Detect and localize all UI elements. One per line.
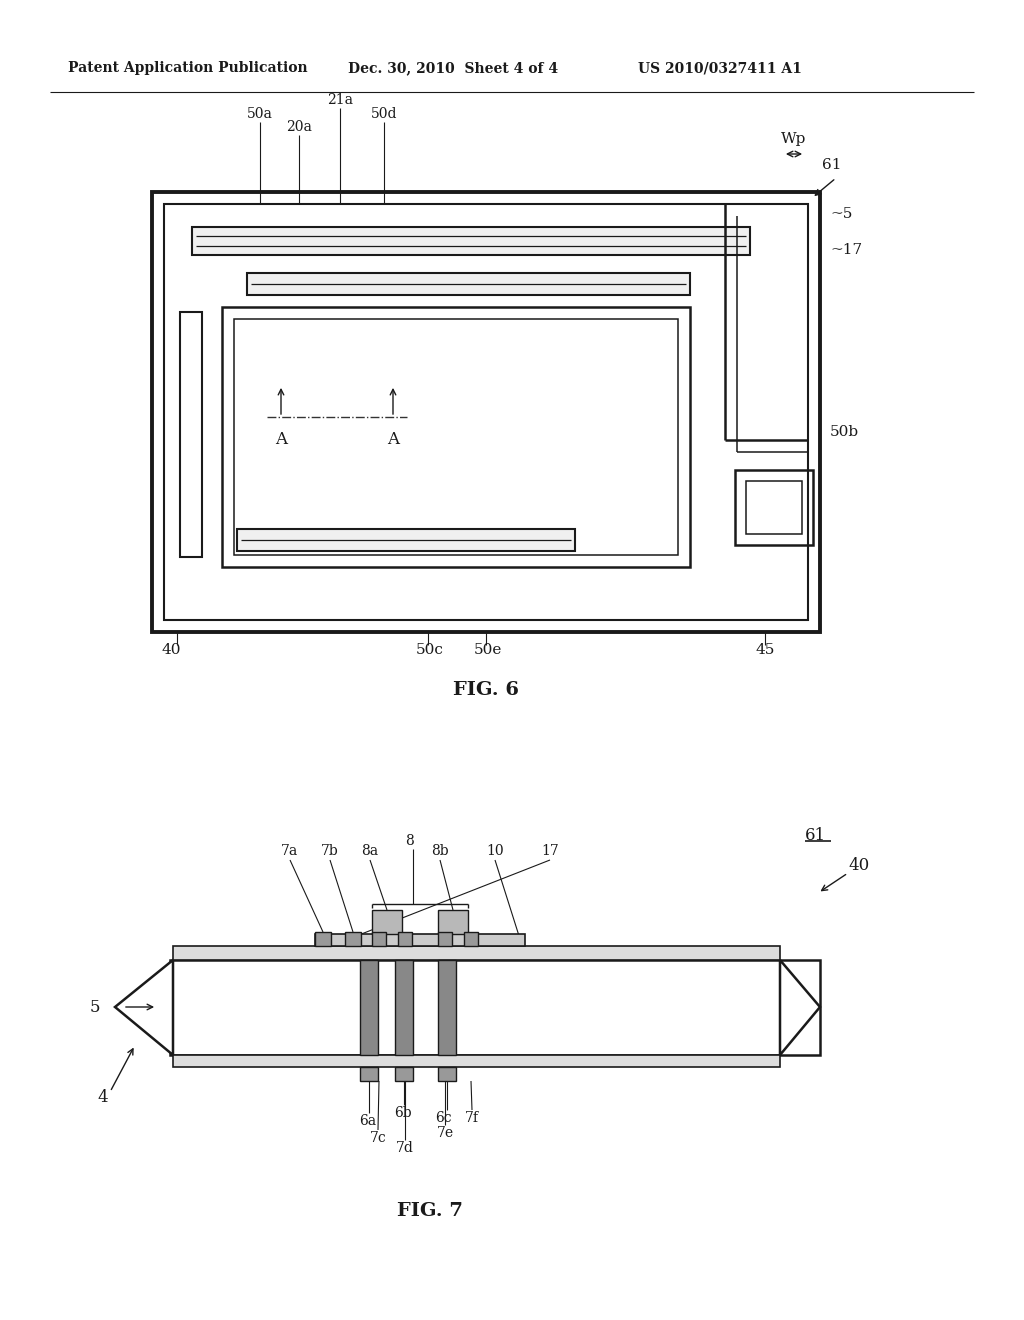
Bar <box>395 1067 413 1081</box>
Text: 7c: 7c <box>370 1131 386 1144</box>
Text: 50a: 50a <box>247 107 273 121</box>
Text: 6b: 6b <box>394 1106 412 1119</box>
Text: A: A <box>387 430 399 447</box>
Bar <box>173 946 780 960</box>
Text: 45: 45 <box>755 643 774 657</box>
Bar <box>360 1067 378 1081</box>
Text: 6a: 6a <box>359 1114 377 1129</box>
Text: 7e: 7e <box>436 1126 454 1140</box>
Text: 50d: 50d <box>371 107 397 121</box>
Bar <box>372 909 402 935</box>
Bar <box>464 932 478 946</box>
Bar <box>438 960 456 1055</box>
Text: 6c: 6c <box>434 1111 452 1125</box>
Text: 20a: 20a <box>286 120 312 135</box>
Text: US 2010/0327411 A1: US 2010/0327411 A1 <box>638 61 802 75</box>
Bar <box>438 909 468 935</box>
Text: 7b: 7b <box>322 843 339 858</box>
Text: 7f: 7f <box>465 1111 479 1125</box>
Bar <box>222 308 690 568</box>
Text: 61: 61 <box>805 826 826 843</box>
Text: 61: 61 <box>822 158 842 172</box>
Text: Patent Application Publication: Patent Application Publication <box>68 61 307 75</box>
Bar <box>395 960 413 1055</box>
Text: 17: 17 <box>541 843 559 858</box>
Bar <box>234 319 678 554</box>
Bar <box>438 1067 456 1081</box>
Text: 50b: 50b <box>830 425 859 440</box>
Bar <box>170 960 820 1055</box>
Bar <box>173 1055 780 1067</box>
Bar <box>170 960 820 1055</box>
Text: ~5: ~5 <box>830 207 852 220</box>
Text: FIG. 6: FIG. 6 <box>453 681 519 700</box>
Text: 5: 5 <box>89 998 100 1015</box>
Bar <box>398 932 412 946</box>
Bar <box>438 932 452 946</box>
Text: 8b: 8b <box>431 843 449 858</box>
Text: Dec. 30, 2010  Sheet 4 of 4: Dec. 30, 2010 Sheet 4 of 4 <box>348 61 558 75</box>
Polygon shape <box>780 960 820 1055</box>
Text: 8: 8 <box>406 834 415 847</box>
Bar <box>315 935 525 946</box>
Text: 50e: 50e <box>474 643 503 657</box>
Bar <box>152 191 820 632</box>
Bar <box>345 932 361 946</box>
Text: 8a: 8a <box>361 843 379 858</box>
Bar <box>193 227 750 255</box>
Polygon shape <box>115 960 173 1055</box>
Bar <box>735 470 813 545</box>
Text: A: A <box>275 430 287 447</box>
Text: 4: 4 <box>97 1089 109 1106</box>
Text: 7d: 7d <box>396 1140 414 1155</box>
Text: 50c: 50c <box>416 643 443 657</box>
Bar <box>180 312 202 557</box>
Bar <box>315 932 331 946</box>
Bar <box>372 932 386 946</box>
Bar <box>360 960 378 1055</box>
Text: 21a: 21a <box>327 92 353 107</box>
Text: 7a: 7a <box>282 843 299 858</box>
Text: FIG. 7: FIG. 7 <box>397 1203 463 1220</box>
Text: Wp: Wp <box>781 132 807 147</box>
Bar <box>247 273 690 294</box>
Bar <box>746 480 802 535</box>
Text: ~17: ~17 <box>830 243 862 257</box>
Bar <box>164 205 808 620</box>
Text: 40: 40 <box>848 857 869 874</box>
Text: 10: 10 <box>486 843 504 858</box>
Text: 40: 40 <box>162 643 181 657</box>
Bar <box>237 529 575 550</box>
